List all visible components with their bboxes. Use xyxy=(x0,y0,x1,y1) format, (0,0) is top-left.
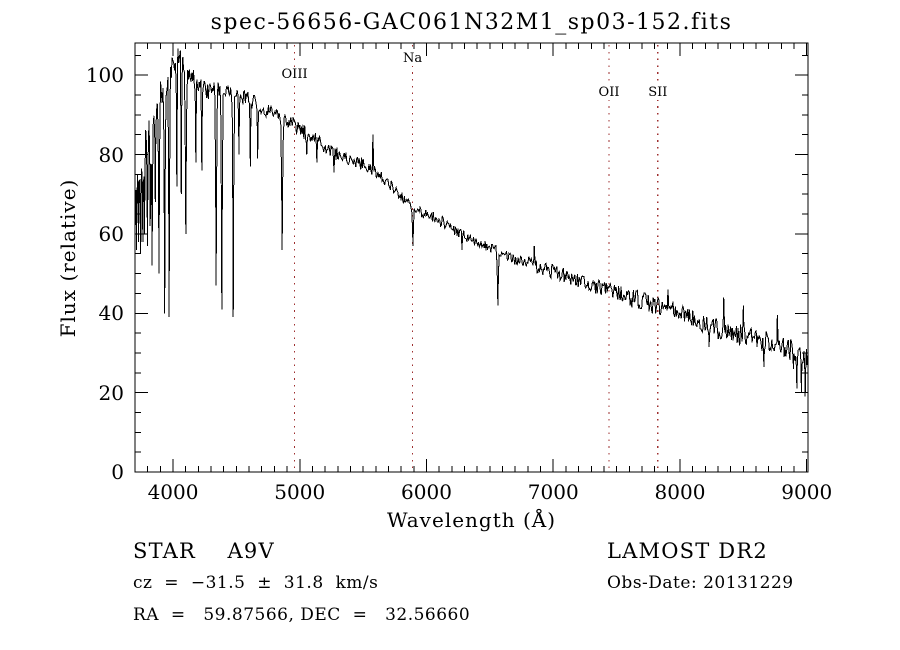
cz-velocity-text: cz = −31.5 ± 31.8 km/s xyxy=(133,573,379,593)
y-tick-label: 80 xyxy=(98,142,124,167)
spectral-line-label: SII xyxy=(646,85,670,100)
y-tick-label: 40 xyxy=(98,301,124,326)
x-tick-label: 8000 xyxy=(654,480,706,504)
y-tick-label: 20 xyxy=(98,380,124,405)
spectral-line-label: OIII xyxy=(279,67,310,82)
x-tick-label: 6000 xyxy=(401,480,452,504)
x-tick-label: 4000 xyxy=(147,480,199,504)
ra-dec-text: RA = 59.87566, DEC = 32.56660 xyxy=(133,605,471,625)
survey-release-text: LAMOST DR2 xyxy=(607,539,768,563)
plot-title: spec-56656-GAC061N32M1_sp03-152.fits xyxy=(210,10,733,35)
y-tick-label: 60 xyxy=(98,221,124,246)
spectral-line-label: OII xyxy=(596,85,622,100)
x-axis-label: Wavelength (Å) xyxy=(386,508,557,532)
x-tick-label: 9000 xyxy=(781,480,833,504)
spectral-line-label: Na xyxy=(400,51,425,66)
x-tick-label: 5000 xyxy=(274,480,326,504)
object-class-text: STAR A9V xyxy=(133,539,275,563)
obs-date-text: Obs-Date: 20131229 xyxy=(607,573,794,593)
x-tick-label: 7000 xyxy=(527,480,579,504)
y-tick-label: 100 xyxy=(85,63,124,88)
y-tick-label: 0 xyxy=(111,460,124,484)
